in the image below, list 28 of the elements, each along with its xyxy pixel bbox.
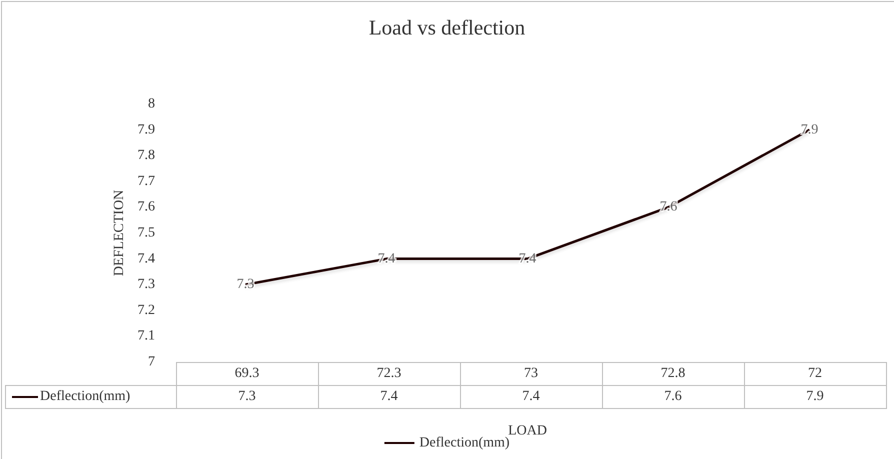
y-tick-label: 7.9 [138, 122, 155, 138]
x-tick-label: 72 [744, 362, 886, 386]
data-label: 7.3 [176, 386, 318, 408]
y-tick-label: 7 [148, 354, 155, 370]
x-tick-label: 72.8 [602, 362, 744, 386]
y-tick-label: 7.6 [138, 200, 155, 215]
data-label: 7.6 [602, 386, 744, 408]
legend-label: Deflection(mm) [419, 436, 510, 450]
y-tick-label: 7.4 [138, 251, 155, 266]
chart-title: Load vs deflection [368, 16, 526, 40]
x-axis-title: LOAD [508, 424, 547, 438]
y-tick-label: 7.7 [138, 174, 155, 189]
annotation: 7.3 [236, 277, 254, 292]
y-tick-label: 7.5 [138, 226, 155, 240]
y-tick-label: 7.2 [138, 302, 155, 318]
data-label: 7.4 [460, 386, 602, 408]
y-tick-label: 7.1 [138, 328, 155, 344]
annotation: 7.9 [800, 122, 818, 138]
text: Deflection(mm) [40, 389, 130, 404]
data-label: 7.9 [744, 386, 886, 408]
data-label: 7.4 [318, 386, 460, 408]
y-axis-title: DEFLECTION [112, 190, 128, 276]
y-tick-label: 7.8 [138, 148, 155, 164]
x-tick-label: 72.3 [318, 362, 460, 386]
x-tick-label: 69.3 [176, 362, 318, 386]
x-tick-label: 73 [460, 362, 602, 386]
y-tick-label: 7.3 [138, 277, 155, 292]
y-tick-label: 8 [148, 96, 155, 112]
